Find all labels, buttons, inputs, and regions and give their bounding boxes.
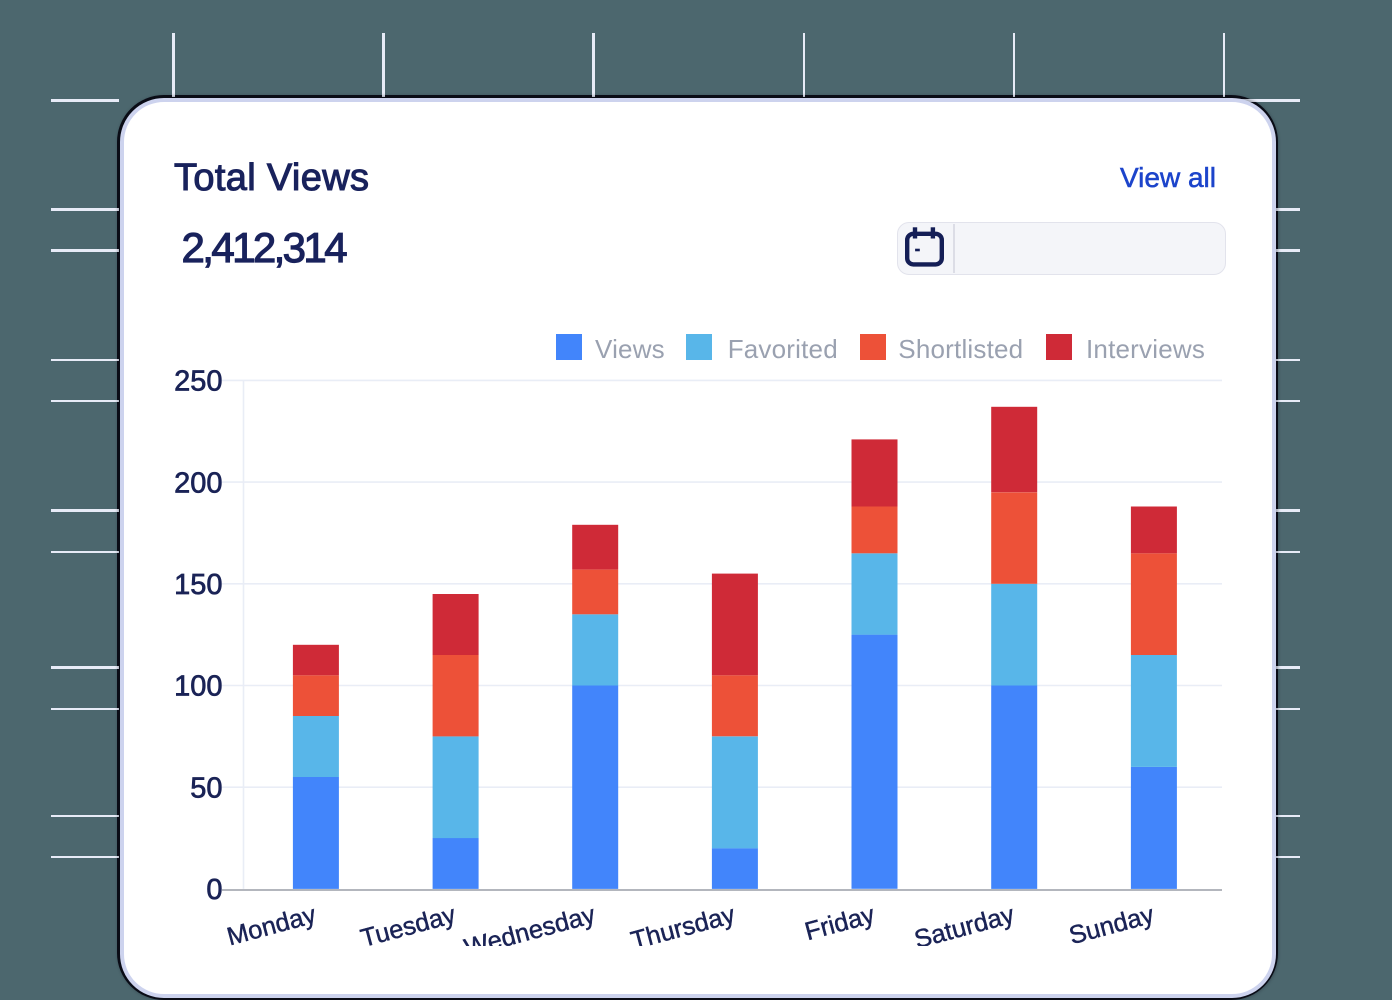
svg-text:Tuesday: Tuesday	[358, 901, 459, 946]
svg-text:Sunday: Sunday	[1066, 901, 1157, 946]
svg-text:Friday: Friday	[802, 901, 878, 946]
svg-text:0: 0	[206, 874, 222, 906]
svg-text:50: 50	[190, 772, 222, 804]
svg-text:150: 150	[174, 569, 222, 601]
svg-text:250: 250	[174, 366, 222, 398]
svg-text:200: 200	[174, 467, 222, 499]
svg-text:Monday: Monday	[224, 901, 319, 946]
svg-text:Wednesday: Wednesday	[461, 901, 598, 946]
svg-text:Thursday: Thursday	[628, 901, 738, 946]
svg-text:Saturday: Saturday	[911, 901, 1017, 946]
svg-text:100: 100	[174, 671, 222, 703]
